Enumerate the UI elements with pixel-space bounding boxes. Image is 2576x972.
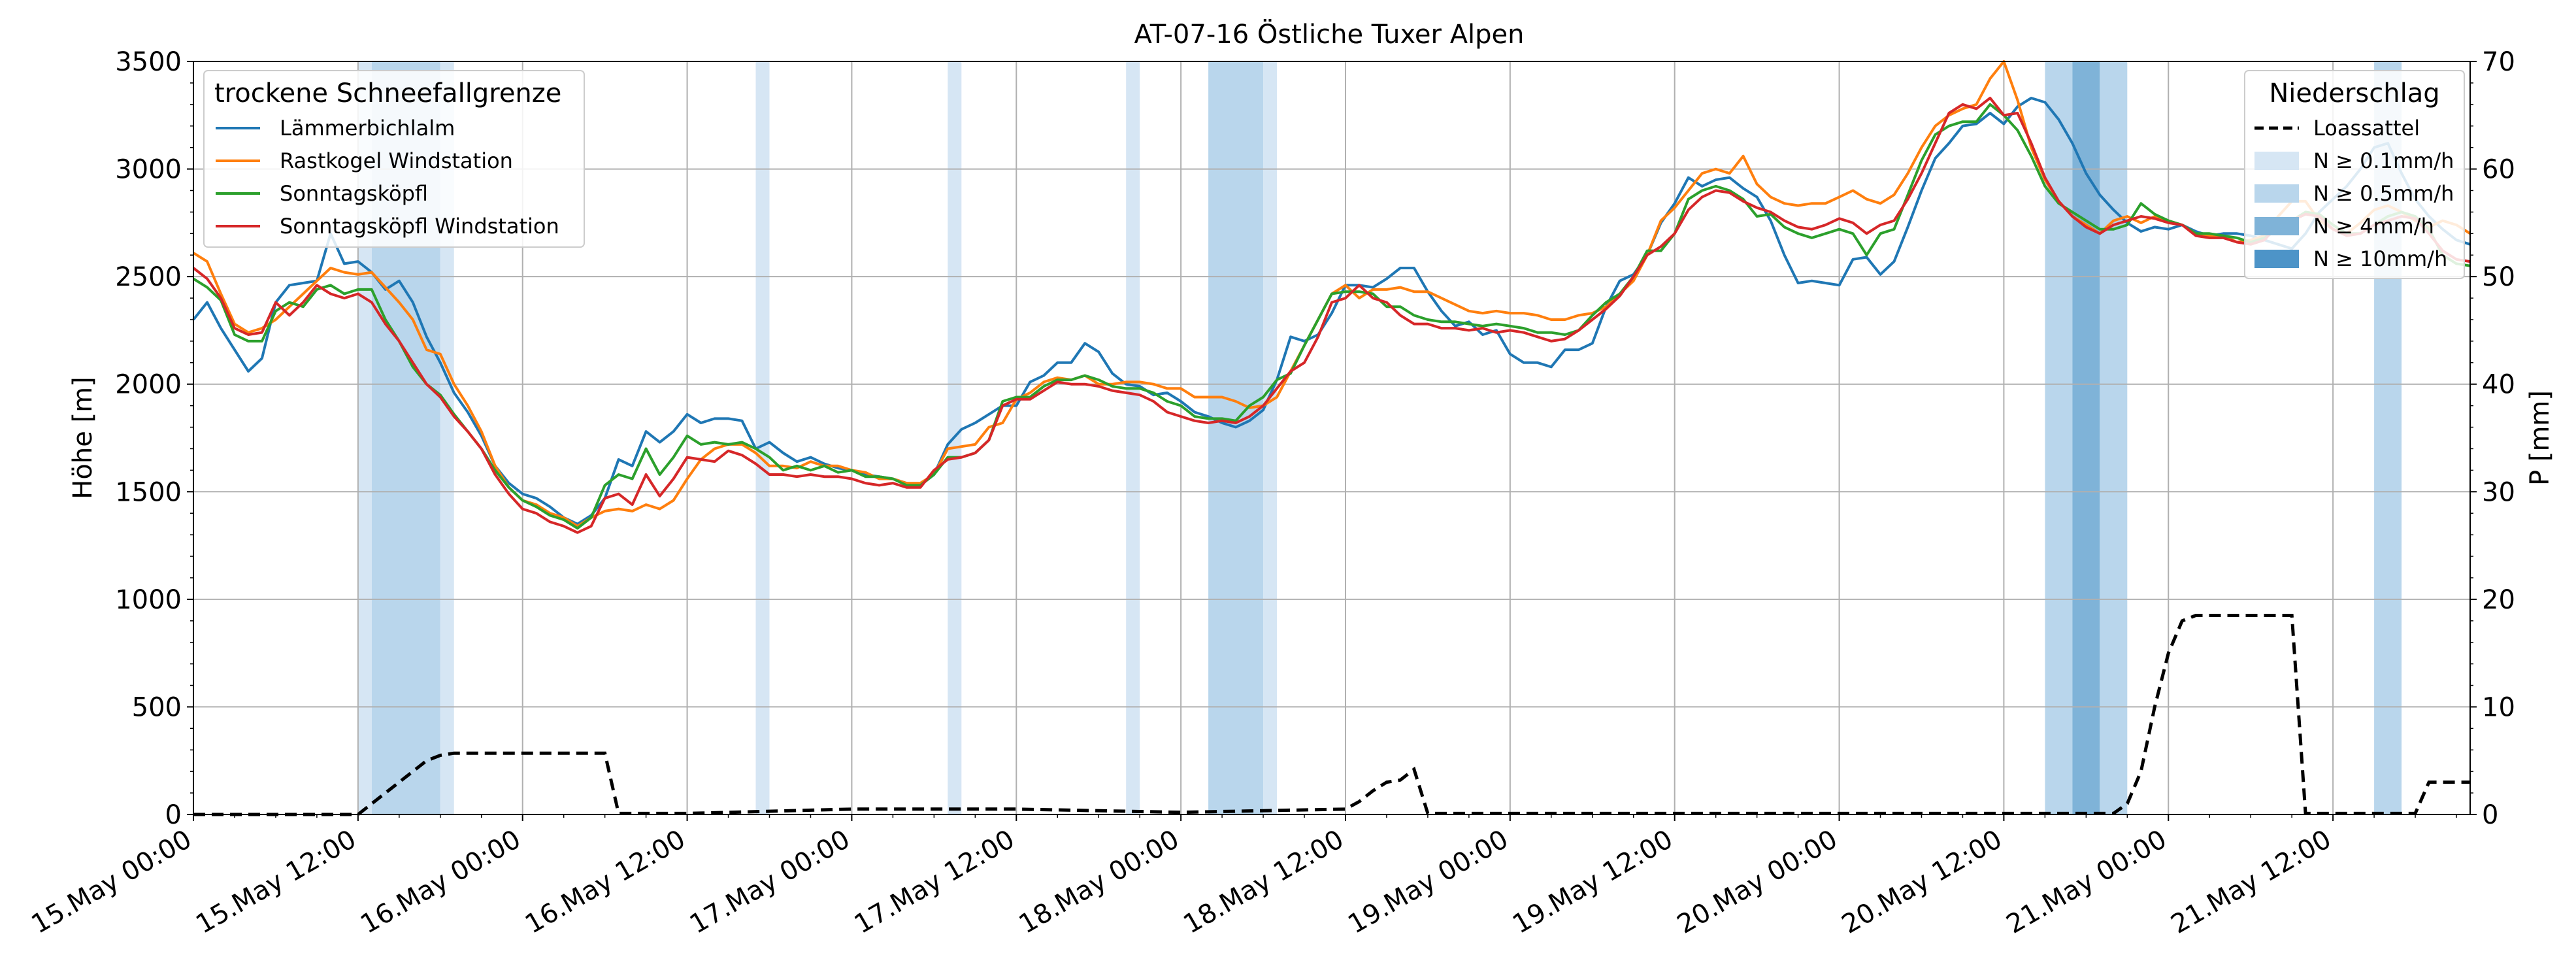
legend-label: N ≥ 4mm/h: [2313, 214, 2434, 239]
legend-label: Sonntagsköpfl: [280, 181, 428, 206]
precip-band: [1126, 61, 1140, 814]
legend-swatch: [2254, 184, 2299, 203]
y-tick-label: 1000: [115, 585, 182, 615]
y-tick-label: 3500: [115, 47, 182, 77]
y-axis-left: 0 500 1000 1500 2000 2500 3000 3500: [115, 47, 193, 830]
precip-band: [2045, 61, 2073, 814]
legend-label: Sonntagsköpfl Windstation: [280, 214, 559, 239]
x-tick-label: 18.May 00:00: [1014, 824, 1185, 940]
x-tick-label: 17.May 12:00: [850, 824, 1020, 940]
series-line: [192, 97, 2471, 534]
x-tick-label: 16.May 00:00: [355, 824, 526, 940]
series-lines: [192, 60, 2471, 534]
y-tick-label: 2500: [115, 262, 182, 292]
legend-swatch: [2254, 250, 2299, 268]
y-tick-label-right: 10: [2482, 692, 2515, 722]
y-tick-label: 3000: [115, 155, 182, 185]
x-tick-label: 19.May 00:00: [1343, 824, 1513, 940]
precip-band: [440, 61, 454, 814]
legend-left-box: [203, 70, 585, 248]
legend-label: N ≥ 10mm/h: [2313, 246, 2447, 271]
y-tick-label: 0: [165, 800, 182, 830]
legend-right-box: [2244, 70, 2465, 279]
series-line: [192, 103, 2471, 530]
precip-band: [2100, 61, 2128, 814]
legend-left: trockene Schneefallgrenze Lämmerbichlalm…: [203, 70, 585, 248]
precip-bands: [357, 61, 2402, 814]
x-tick-label: 16.May 12:00: [520, 824, 691, 940]
y-tick-label-right: 0: [2482, 800, 2498, 830]
precip-band: [1263, 61, 1278, 814]
legend-label: N ≥ 0.1mm/h: [2313, 148, 2454, 173]
legend-label: Rastkogel Windstation: [280, 148, 513, 173]
x-tick-label: 17.May 00:00: [685, 824, 855, 940]
chart-title: AT-07-16 Östliche Tuxer Alpen: [1134, 18, 1524, 50]
y-axis-right: 0 10 20 30 40 50 60 70: [2470, 47, 2515, 830]
legend-right: Niederschlag Loassattel N ≥ 0.1mm/h N ≥ 0.…: [2244, 70, 2465, 279]
legend-label: Loassattel: [2313, 116, 2420, 141]
x-tick-label: 15.May 00:00: [26, 824, 197, 940]
legend-swatch: [2254, 217, 2299, 235]
plot-frame: [193, 61, 2471, 815]
precip-series-line: [193, 614, 2470, 816]
y-tick-label: 2000: [115, 370, 182, 400]
legend-label: N ≥ 0.5mm/h: [2313, 181, 2454, 206]
x-tick-label: 15.May 12:00: [191, 824, 361, 940]
x-tick-label: 18.May 12:00: [1178, 824, 1349, 940]
precip-band: [1208, 61, 1264, 814]
y-tick-label: 1500: [115, 477, 182, 507]
legend-left-title: trockene Schneefallgrenze: [214, 78, 561, 109]
x-tick-label: 19.May 12:00: [1508, 824, 1678, 940]
legend-right-title: Niederschlag: [2269, 78, 2439, 109]
y-tick-label-right: 20: [2482, 585, 2515, 615]
y-tick-label-right: 40: [2482, 370, 2515, 400]
y-tick-label-right: 60: [2482, 155, 2515, 185]
x-tick-label: 21.May 00:00: [2002, 824, 2172, 940]
y-axis-label: Höhe [m]: [68, 377, 98, 499]
precip-band: [755, 61, 770, 814]
y-tick-label: 500: [132, 692, 182, 722]
x-tick-label: 20.May 12:00: [1837, 824, 2007, 940]
precip-band: [357, 61, 372, 814]
y-axis-label-right: P [mm]: [2525, 390, 2555, 486]
x-tick-label: 21.May 12:00: [2166, 824, 2337, 940]
y-tick-label-right: 70: [2482, 47, 2515, 77]
y-tick-label-right: 50: [2482, 262, 2515, 292]
legend-label: Lämmerbichlalm: [280, 116, 455, 141]
legend-swatch: [2254, 152, 2299, 170]
y-tick-label-right: 30: [2482, 477, 2515, 507]
precip-line: [193, 614, 2470, 816]
x-tick-label: 20.May 00:00: [1672, 824, 1843, 940]
